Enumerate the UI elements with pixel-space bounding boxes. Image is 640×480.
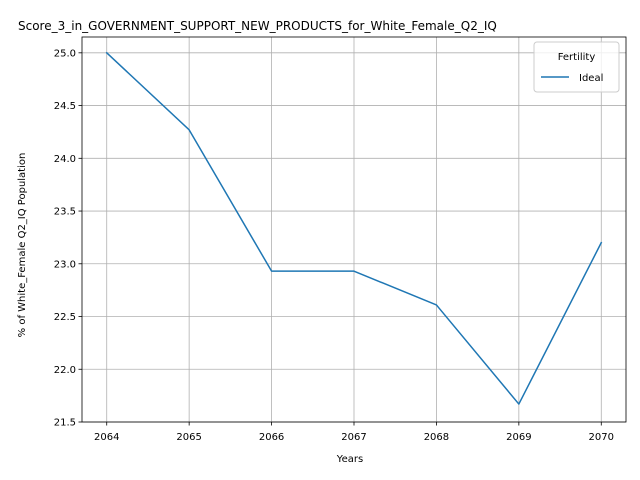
y-tick-label: 24.5 <box>54 101 76 112</box>
series-line-ideal <box>105 51 603 405</box>
y-tick-label: 22.0 <box>54 365 76 376</box>
y-tick-label: 22.5 <box>54 312 76 323</box>
x-tick-label: 2066 <box>259 432 284 443</box>
legend: Fertility Ideal <box>533 41 620 93</box>
legend-title: Fertility <box>558 52 596 63</box>
x-tick-label: 2069 <box>506 432 531 443</box>
y-tick-label: 24.0 <box>54 154 76 165</box>
x-tick-label: 2064 <box>94 432 119 443</box>
y-tick-label: 23.0 <box>54 259 76 270</box>
y-tick-label: 25.0 <box>54 48 76 59</box>
y-tick-label: 21.5 <box>54 418 76 429</box>
y-axis-ticks: 21.5 22.0 22.5 23.0 23.5 24.0 24.5 25.0 <box>54 48 82 429</box>
x-axis-title: Years <box>336 454 363 465</box>
y-axis-title: % of White_Female Q2_IQ Population <box>17 153 28 338</box>
legend-label-ideal: Ideal <box>579 73 603 84</box>
x-tick-label: 2067 <box>341 432 366 443</box>
series-layer <box>105 51 603 405</box>
y-tick-label: 23.5 <box>54 207 76 218</box>
x-axis-ticks: 2064 2065 2066 2067 2068 2069 2070 <box>94 422 614 443</box>
x-tick-label: 2070 <box>589 432 614 443</box>
x-tick-label: 2068 <box>424 432 449 443</box>
chart-title: Score_3_in_GOVERNMENT_SUPPORT_NEW_PRODUC… <box>18 19 497 33</box>
x-tick-label: 2065 <box>176 432 201 443</box>
legend-box <box>533 41 620 93</box>
